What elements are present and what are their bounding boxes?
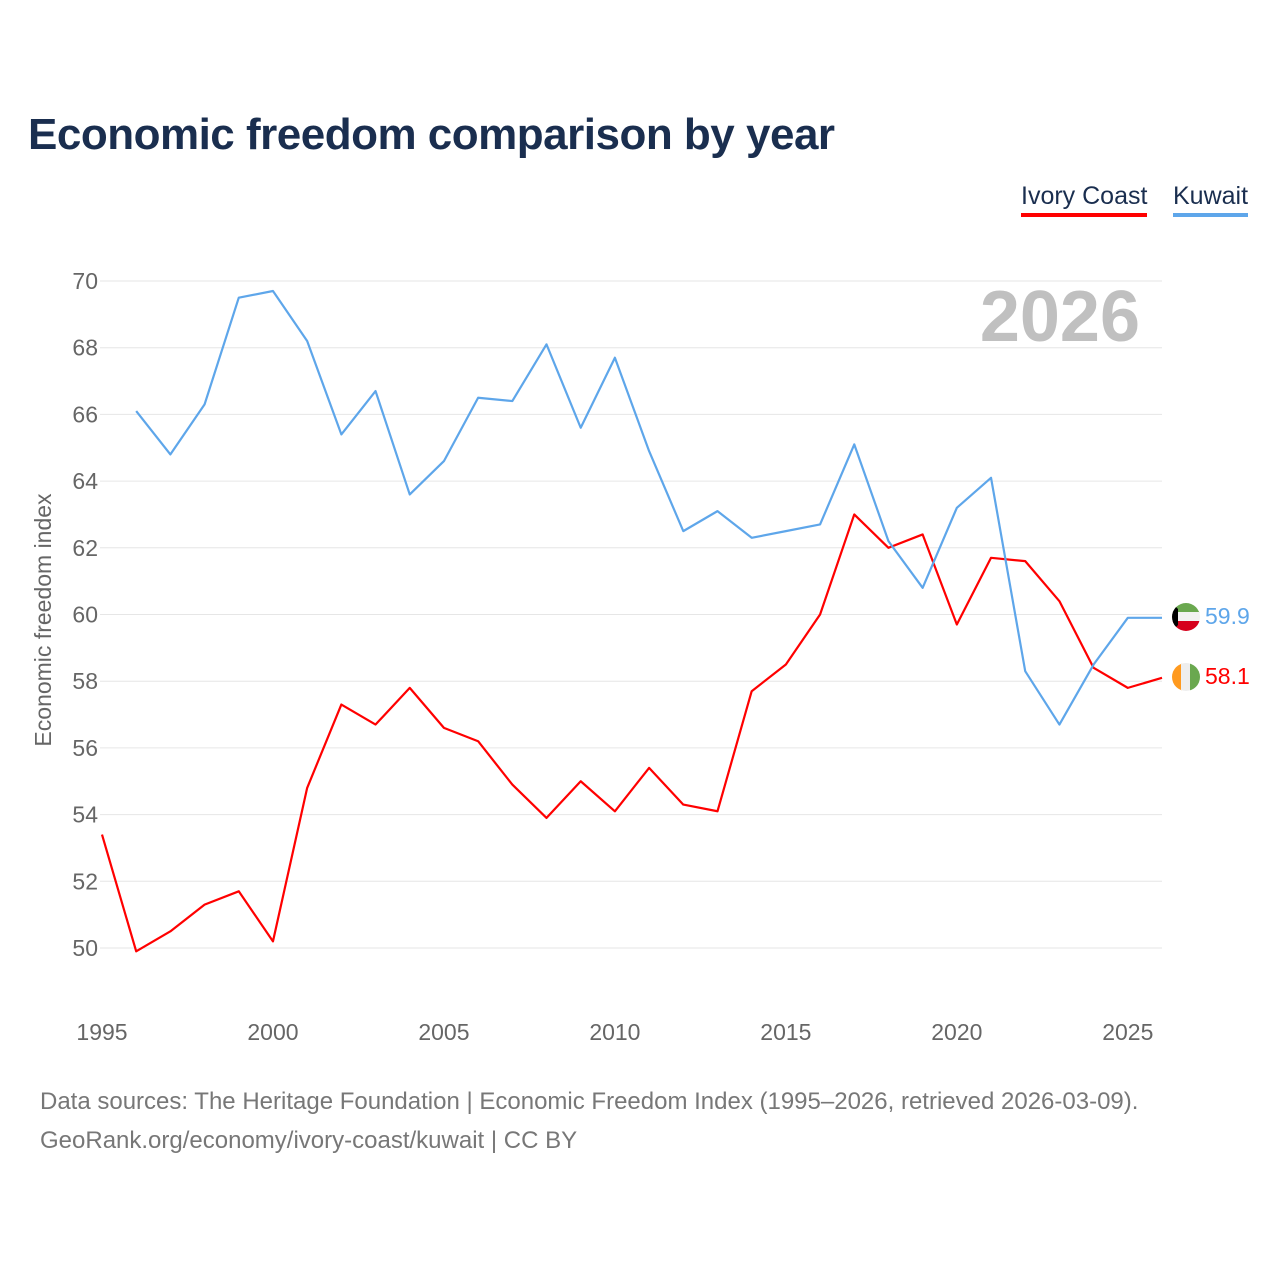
x-tick-label: 2015 [760,1019,811,1045]
y-tick-label: 60 [72,602,98,628]
ivory-coast-end-label: 58.1 [1205,663,1250,689]
kuwait-line [135,289,1162,726]
y-axis-label: Economic freedom index [30,493,56,747]
footer-sources: Data sources: The Heritage Foundation | … [40,1088,1139,1115]
x-tick-label: 1995 [76,1019,127,1045]
x-tick-label: 2005 [418,1019,469,1045]
y-tick-label: 64 [72,468,98,494]
footer-link[interactable]: GeoRank.org/economy/ivory-coast/kuwait |… [40,1127,578,1154]
y-tick-label: 54 [72,802,98,828]
x-tick-label: 2025 [1102,1019,1153,1045]
y-tick-label: 66 [72,401,98,427]
y-tick-label: 52 [72,868,98,894]
y-tick-label: 50 [72,935,98,961]
ivory-coast-line [100,513,1163,953]
chart-title: Economic freedom comparison by year [28,110,835,159]
kuwait-flag-icon [1172,603,1200,631]
x-tick-label: 2000 [247,1019,298,1045]
legend-kuwait[interactable]: Kuwait [1173,182,1249,217]
year-watermark: 2026 [980,277,1140,357]
ivory-coast-flag-icon [1172,663,1200,691]
x-tick-label: 2010 [589,1019,640,1045]
y-tick-label: 70 [72,268,98,294]
kuwait-end-label: 59.9 [1205,603,1250,629]
y-tick-label: 56 [72,735,98,761]
y-tick-label: 68 [72,335,98,361]
legend-ivory-coast[interactable]: Ivory Coast [1021,182,1148,217]
x-tick-label: 2020 [931,1019,982,1045]
y-tick-label: 58 [72,668,98,694]
y-tick-label: 62 [72,535,98,561]
